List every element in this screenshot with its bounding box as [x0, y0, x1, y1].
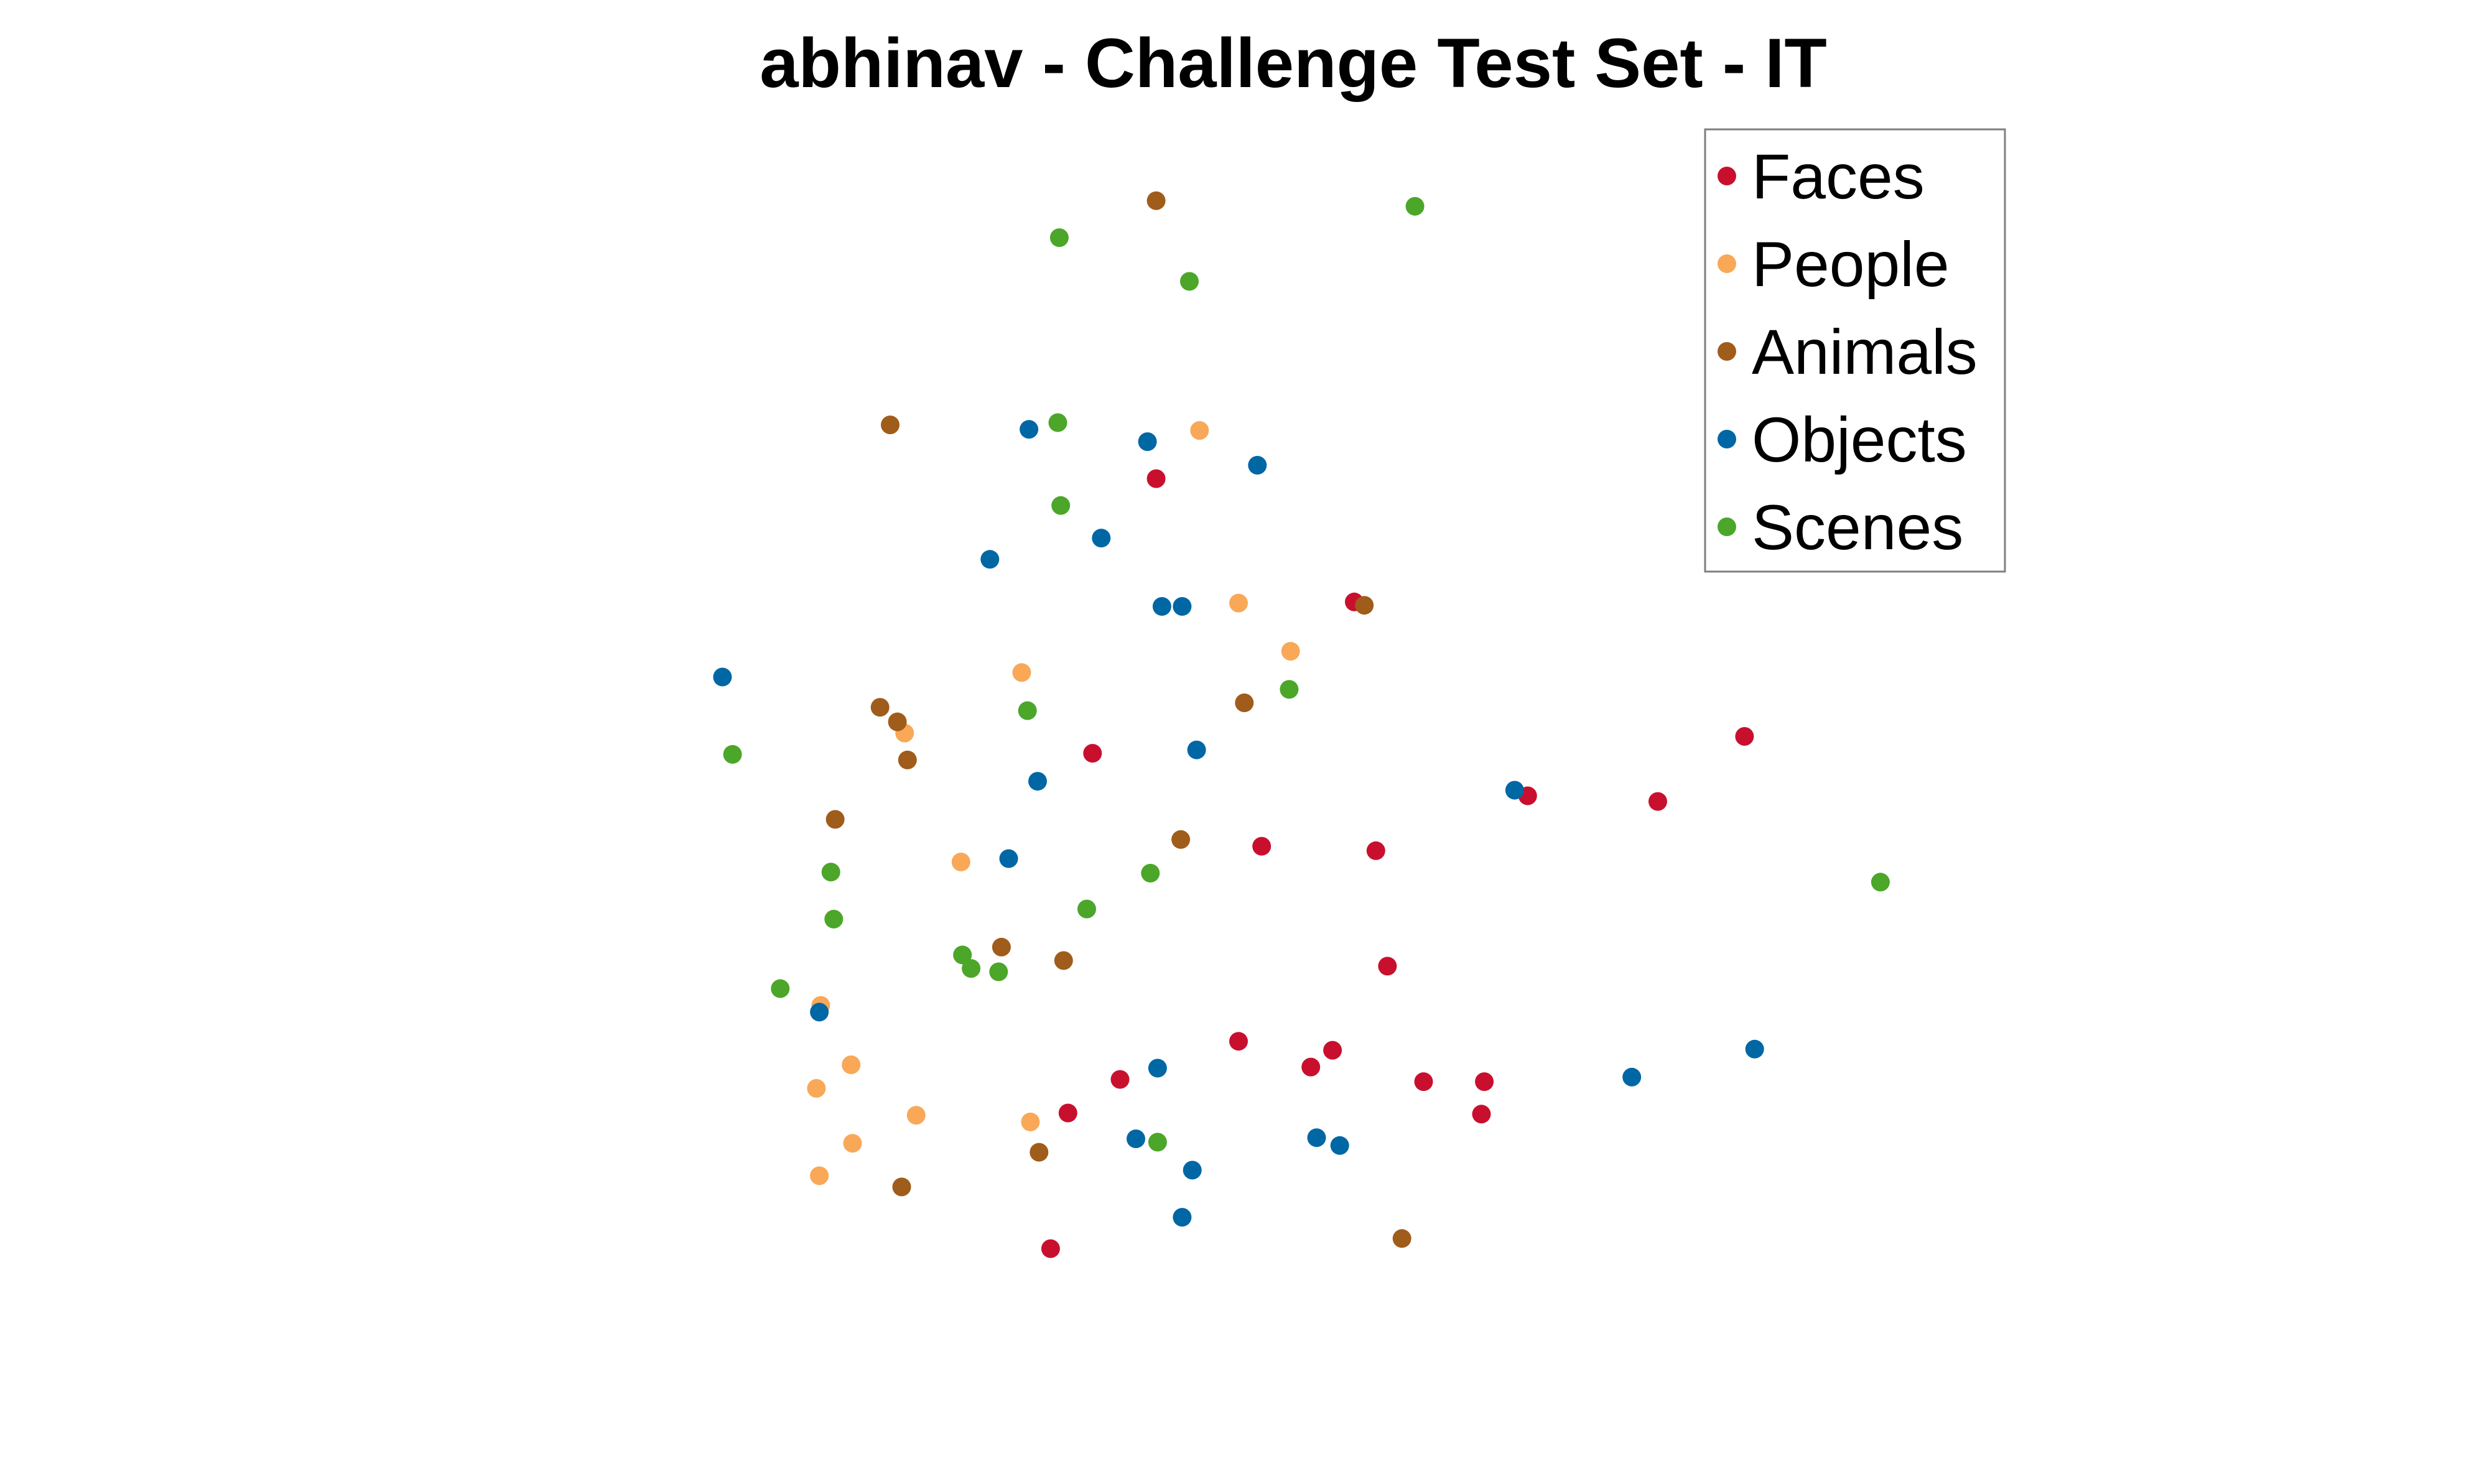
point-scenes-11	[1871, 873, 1890, 892]
point-faces-10	[1229, 1032, 1248, 1051]
point-animals-4	[1235, 693, 1254, 712]
point-objects-4	[1092, 529, 1111, 548]
legend-box	[1704, 128, 2006, 573]
point-scenes-1	[1049, 228, 1069, 248]
legend-marker-scenes	[1718, 517, 1736, 536]
point-scenes-2	[1180, 272, 1199, 291]
point-scenes-18	[1148, 1133, 1167, 1152]
point-objects-9	[1187, 740, 1206, 759]
point-animals-6	[888, 712, 907, 731]
legend-marker-people	[1718, 254, 1736, 273]
point-scenes-10	[1141, 863, 1160, 883]
point-objects-6	[1152, 597, 1171, 616]
point-people-6	[951, 852, 970, 871]
point-scenes-13	[824, 909, 844, 929]
point-objects-1	[1020, 420, 1039, 439]
point-faces-3	[1083, 744, 1102, 763]
point-objects-7	[1173, 597, 1192, 616]
point-animals-1	[1146, 191, 1166, 210]
point-objects-13	[1745, 1039, 1764, 1059]
point-scenes-15	[962, 959, 981, 978]
point-faces-9	[1378, 957, 1397, 976]
legend-label-scenes: Scenes	[1752, 492, 1963, 563]
point-scenes-6	[1280, 680, 1299, 699]
point-animals-2	[881, 415, 900, 435]
point-people-10	[906, 1106, 926, 1125]
point-objects-3	[1248, 456, 1267, 475]
point-faces-16	[1058, 1103, 1077, 1123]
point-people-8	[842, 1055, 861, 1074]
point-objects-10	[1028, 772, 1047, 791]
point-scenes-4	[1048, 413, 1067, 432]
legend-marker-faces	[1718, 167, 1736, 185]
point-people-2	[1229, 593, 1248, 613]
legend-label-objects: Objects	[1752, 404, 1967, 475]
point-people-4	[1012, 663, 1031, 682]
point-animals-13	[892, 1177, 911, 1197]
point-people-11	[1021, 1112, 1040, 1131]
point-scenes-17	[771, 979, 790, 998]
point-scenes-14	[953, 945, 972, 965]
point-faces-18	[1041, 1239, 1060, 1258]
chart-title: abhinav - Challenge Test Set - IT	[760, 24, 1827, 102]
point-animals-10	[992, 937, 1011, 957]
point-animals-12	[1030, 1143, 1049, 1162]
points-layer	[713, 191, 1890, 1258]
point-faces-5	[1366, 841, 1385, 860]
legend-label-people: People	[1752, 229, 1950, 300]
point-objects-14	[810, 1003, 829, 1022]
legend-marker-objects	[1718, 430, 1736, 448]
point-faces-17	[1472, 1105, 1491, 1124]
point-scenes-12	[1077, 899, 1096, 919]
point-objects-8	[713, 667, 732, 687]
point-faces-7	[1735, 727, 1754, 746]
point-animals-8	[825, 810, 845, 829]
point-animals-14	[1392, 1229, 1411, 1248]
point-faces-12	[1301, 1057, 1321, 1077]
point-animals-7	[898, 750, 917, 769]
point-people-13	[810, 1166, 829, 1185]
point-objects-11	[1505, 781, 1524, 800]
point-objects-19	[1173, 1208, 1192, 1227]
point-objects-5	[980, 550, 1000, 569]
point-objects-12	[999, 849, 1018, 868]
legend: Faces People Animals Objects Scenes	[1704, 128, 2006, 573]
point-animals-5	[870, 698, 890, 717]
point-objects-18	[1183, 1161, 1202, 1180]
point-objects-15	[1622, 1067, 1642, 1087]
point-animals-3	[1355, 596, 1374, 615]
point-people-9	[807, 1078, 826, 1098]
point-animals-9	[1171, 830, 1191, 849]
point-people-12	[843, 1134, 862, 1153]
legend-marker-animals	[1718, 342, 1736, 361]
point-objects-17	[1127, 1129, 1145, 1148]
point-faces-1	[1146, 469, 1166, 488]
point-scenes-16	[989, 962, 1008, 981]
legend-label-animals: Animals	[1752, 317, 1978, 387]
point-scenes-8	[723, 744, 742, 764]
point-faces-4	[1252, 837, 1272, 856]
point-animals-11	[1054, 951, 1073, 970]
point-faces-15	[1475, 1072, 1494, 1092]
point-people-1	[1190, 421, 1209, 440]
point-faces-13	[1110, 1070, 1130, 1089]
point-objects-2	[1138, 432, 1157, 452]
point-scenes-5	[1051, 496, 1071, 515]
point-faces-6	[1648, 792, 1667, 811]
legend-label-faces: Faces	[1752, 141, 1925, 212]
point-scenes-3	[1405, 197, 1425, 216]
point-objects-21	[1307, 1128, 1326, 1148]
point-objects-16	[1148, 1059, 1167, 1078]
point-objects-20	[1330, 1136, 1349, 1155]
point-scenes-7	[1018, 701, 1037, 720]
point-faces-14	[1414, 1072, 1433, 1092]
point-faces-11	[1323, 1041, 1342, 1060]
point-scenes-9	[821, 863, 840, 882]
point-people-3	[1281, 642, 1300, 661]
